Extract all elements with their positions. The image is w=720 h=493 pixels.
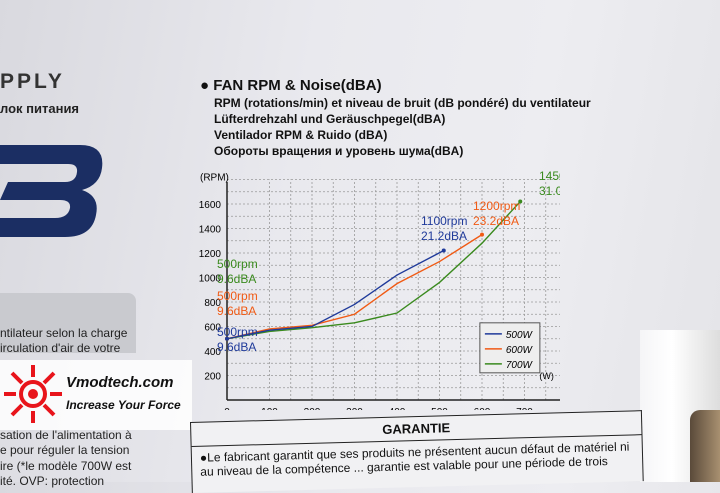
watermark-logo-icon bbox=[2, 363, 64, 425]
data-point-500W bbox=[442, 249, 446, 253]
box-edge-shadow bbox=[690, 410, 720, 482]
subtitle-spanish: Ventilador RPM & Ruido (dBA) bbox=[214, 128, 387, 142]
x-tick-label: 400 bbox=[389, 407, 406, 410]
x-tick-label: 0 bbox=[224, 407, 230, 410]
warranty-box: GARANTIE ●Le fabricant garantit que ses … bbox=[190, 410, 644, 493]
annotation-600W: 500rpm bbox=[217, 289, 258, 303]
annotation-600W: 9.6dBA bbox=[217, 304, 256, 318]
x-axis-label: (W) bbox=[539, 371, 554, 381]
warranty-text: ●Le fabricant garantit que ses produits … bbox=[200, 439, 631, 478]
french-text-line: e pour réguler la tension bbox=[0, 443, 129, 457]
annotation-500W: 500rpm bbox=[217, 325, 258, 339]
annotation-600W: 1200rpm bbox=[473, 199, 520, 213]
x-tick-label: 700 bbox=[516, 407, 533, 410]
brand-russian-partial: лок питания bbox=[0, 101, 79, 116]
watermark-subtitle: Increase Your Force bbox=[66, 398, 181, 412]
y-tick-label: 1400 bbox=[199, 225, 222, 236]
heading-text: FAN RPM & Noise(dBA) bbox=[213, 77, 381, 94]
french-text-line: sation de l'alimentation à bbox=[0, 428, 132, 442]
y-tick-label: 1600 bbox=[199, 200, 222, 211]
watermark-title: Vmodtech.com bbox=[66, 374, 174, 391]
x-tick-label: 600 bbox=[474, 407, 491, 410]
legend-label: 600W bbox=[506, 345, 534, 356]
x-tick-label: 100 bbox=[261, 407, 278, 410]
annotation-700W: 9.6dBA bbox=[217, 272, 256, 286]
legend-label: 500W bbox=[506, 330, 534, 341]
legend-label: 700W bbox=[506, 360, 534, 371]
x-tick-label: 300 bbox=[346, 407, 363, 410]
french-text-line: ntilateur selon la charge bbox=[0, 326, 127, 340]
model-letter-logo bbox=[0, 140, 110, 240]
brand-name-partial: PPLY bbox=[0, 70, 65, 94]
warranty-title: GARANTIE bbox=[191, 415, 641, 442]
subtitle-german: Lüfterdrehzahl und Geräuschpegel(dBA) bbox=[214, 112, 445, 126]
annotation-500W: 9.6dBA bbox=[217, 340, 256, 354]
fan-rpm-chart: 0100200300400500600700200400600800100012… bbox=[180, 150, 560, 410]
annotation-700W: 1450rpm bbox=[539, 169, 560, 183]
subtitle-french: RPM (rotations/min) et niveau de bruit (… bbox=[214, 96, 591, 110]
y-axis-label: (RPM) bbox=[200, 173, 229, 184]
x-tick-label: 200 bbox=[304, 407, 321, 410]
annotation-700W: 500rpm bbox=[217, 257, 258, 271]
annotation-500W: 1100rpm bbox=[421, 214, 467, 228]
y-tick-label: 200 bbox=[204, 372, 221, 383]
section-heading: ● FAN RPM & Noise(dBA) bbox=[200, 77, 382, 94]
annotation-500W: 21.2dBA bbox=[421, 229, 467, 243]
annotation-700W: 31.0dBA bbox=[539, 184, 560, 198]
french-text-line: ité. OVP: protection bbox=[0, 474, 104, 488]
french-text-line: ire (*le modèle 700W est bbox=[0, 459, 131, 473]
annotation-600W: 23.2dBA bbox=[473, 214, 519, 228]
x-tick-label: 500 bbox=[431, 407, 448, 410]
data-point-600W bbox=[480, 233, 484, 237]
french-text-line: irculation d'air de votre bbox=[0, 341, 120, 355]
